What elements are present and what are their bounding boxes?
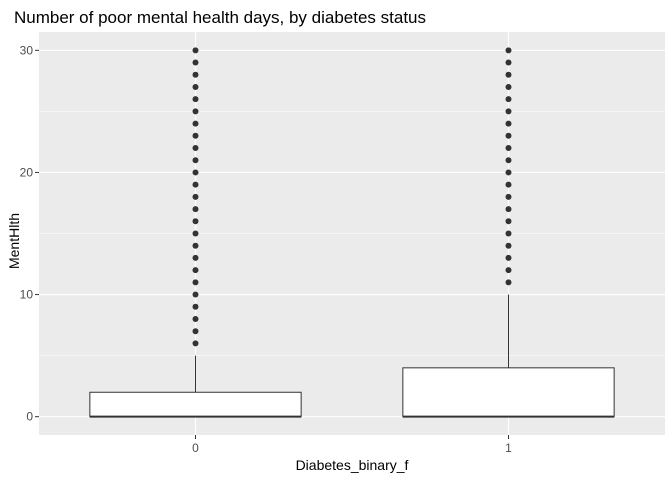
outlier-point	[192, 47, 199, 54]
outlier-point	[192, 59, 199, 66]
outlier-point	[505, 59, 512, 66]
outlier-point	[192, 83, 199, 90]
outlier-point	[192, 267, 199, 274]
x-tick-label: 1	[505, 441, 512, 455]
x-axis-label: Diabetes_binary_f	[296, 457, 409, 473]
outlier-point	[505, 193, 512, 200]
outlier-point	[192, 291, 199, 298]
outlier-point	[192, 145, 199, 152]
outlier-point	[192, 254, 199, 261]
y-tick-label: 20	[20, 165, 34, 179]
outlier-point	[192, 328, 199, 335]
outlier-point	[505, 218, 512, 225]
outlier-point	[192, 120, 199, 127]
chart-title: Number of poor mental health days, by di…	[14, 8, 426, 27]
outlier-point	[192, 96, 199, 103]
box-rect	[89, 391, 302, 418]
outlier-point	[505, 145, 512, 152]
outlier-point	[192, 315, 199, 322]
outlier-point	[505, 267, 512, 274]
box-rect	[402, 367, 615, 418]
box-1	[402, 47, 615, 418]
outlier-point	[505, 157, 512, 164]
outlier-point	[192, 242, 199, 249]
outlier-point	[192, 132, 199, 139]
outlier-point	[192, 71, 199, 78]
axis-ticks: 0 10 20 30 0 1	[20, 43, 513, 455]
outlier-point	[505, 83, 512, 90]
outlier-point	[505, 71, 512, 78]
y-tick-label: 0	[26, 410, 33, 424]
outlier-point	[192, 206, 199, 213]
outlier-point	[192, 157, 199, 164]
outlier-point	[192, 340, 199, 347]
outlier-point	[192, 193, 199, 200]
box-0	[89, 47, 302, 418]
outlier-point	[505, 242, 512, 249]
x-tick-label: 0	[192, 441, 199, 455]
outlier-point	[505, 96, 512, 103]
y-tick-label: 10	[20, 288, 34, 302]
outlier-point	[505, 132, 512, 139]
outlier-point	[192, 218, 199, 225]
outlier-point	[192, 169, 199, 176]
y-tick-label: 30	[20, 43, 34, 57]
outlier-point	[505, 120, 512, 127]
outlier-point	[505, 108, 512, 115]
outlier-point	[505, 206, 512, 213]
y-axis-label: MentHlth	[6, 213, 22, 269]
outlier-point	[505, 254, 512, 261]
outlier-point	[192, 303, 199, 310]
outlier-point	[505, 181, 512, 188]
outlier-point	[192, 108, 199, 115]
outlier-point	[505, 279, 512, 286]
outlier-point	[192, 181, 199, 188]
outlier-point	[192, 279, 199, 286]
outlier-point	[505, 169, 512, 176]
outlier-point	[192, 230, 199, 237]
boxes	[89, 47, 615, 418]
outlier-point	[505, 47, 512, 54]
outlier-point	[505, 230, 512, 237]
